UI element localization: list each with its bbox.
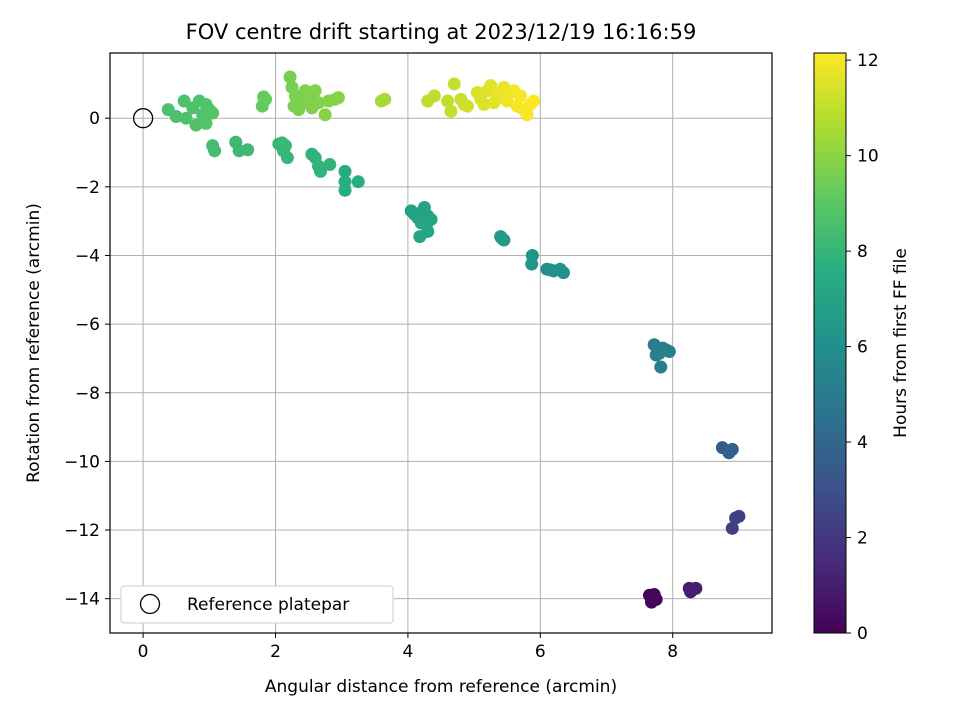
x-tick-label: 4	[402, 642, 413, 662]
data-point	[722, 446, 736, 460]
x-tick-label: 8	[667, 642, 678, 662]
data-point	[543, 263, 557, 277]
data-point	[520, 108, 534, 122]
data-point	[314, 164, 328, 178]
data-point	[275, 136, 289, 150]
y-tick-label: −2	[75, 178, 100, 198]
data-point	[725, 521, 739, 535]
y-tick-label: −8	[75, 384, 100, 404]
y-axis-label: Rotation from reference (arcmin)	[24, 203, 44, 483]
y-tick-label: −4	[75, 246, 100, 266]
data-point	[654, 360, 668, 374]
data-point	[280, 151, 294, 165]
colorbar-tick-label: 8	[857, 242, 868, 262]
reference-marker	[132, 108, 154, 129]
data-point	[732, 509, 746, 523]
data-point	[241, 143, 255, 157]
y-tick-label: −14	[64, 590, 100, 610]
y-tick-label: 0	[89, 109, 100, 129]
data-point	[527, 94, 541, 108]
data-point	[662, 345, 676, 359]
colorbar-gradient	[813, 52, 847, 634]
colorbar-ticks: 0 2 4 6 8 10 12	[846, 51, 879, 644]
data-point	[556, 266, 570, 280]
y-tick-label: −6	[75, 315, 100, 335]
data-point	[199, 116, 213, 130]
data-point	[338, 164, 352, 178]
data-points	[161, 70, 746, 609]
data-point	[460, 99, 474, 113]
data-point	[447, 77, 461, 91]
grid	[110, 53, 772, 633]
data-point	[292, 103, 306, 117]
data-point	[169, 109, 183, 123]
data-point	[259, 92, 273, 106]
colorbar-tick-label: 4	[857, 433, 868, 453]
legend-marker	[139, 593, 161, 615]
legend-label: Reference platepar	[187, 595, 349, 615]
data-point	[179, 111, 193, 125]
legend-box	[120, 585, 394, 624]
data-point	[331, 91, 345, 105]
data-point	[308, 84, 322, 98]
data-point	[351, 175, 365, 189]
data-point	[318, 108, 332, 122]
colorbar: 0 2 4 6 8 10 12 Hours from first FF file	[813, 51, 911, 644]
x-axis: 0 2 4 6 8	[138, 633, 678, 662]
colorbar-tick-label: 2	[857, 529, 868, 549]
data-point	[427, 89, 441, 103]
data-point	[378, 92, 392, 106]
data-point	[444, 104, 458, 118]
data-point	[477, 97, 491, 111]
data-point	[419, 218, 433, 232]
data-point	[686, 582, 700, 596]
y-tick-label: −12	[64, 521, 100, 541]
data-point	[495, 231, 509, 245]
colorbar-label: Hours from first FF file	[891, 248, 911, 438]
colorbar-tick-label: 10	[857, 147, 879, 167]
data-point	[323, 158, 337, 172]
plot-frame	[109, 52, 773, 634]
data-point	[283, 70, 297, 84]
data-point	[441, 94, 455, 108]
x-tick-label: 0	[138, 642, 149, 662]
colorbar-tick-label: 12	[857, 51, 879, 71]
colorbar-tick-label: 6	[857, 338, 868, 358]
data-point	[338, 183, 352, 197]
chart-title: FOV centre drift starting at 2023/12/19 …	[186, 20, 697, 44]
colorbar-tick-label: 0	[857, 624, 868, 644]
x-tick-label: 2	[270, 642, 281, 662]
data-point	[208, 144, 222, 158]
y-axis: 0 −2 −4 −6 −8 −10 −12 −14	[64, 109, 110, 610]
data-point	[312, 96, 326, 110]
x-tick-label: 6	[535, 642, 546, 662]
data-point	[189, 118, 203, 132]
y-tick-label: −10	[64, 452, 100, 472]
data-point	[652, 346, 666, 360]
data-point	[525, 257, 539, 271]
data-point	[413, 230, 427, 244]
data-point	[513, 89, 527, 103]
x-axis-label: Angular distance from reference (arcmin)	[265, 677, 617, 697]
data-point	[647, 588, 661, 602]
data-point	[206, 106, 220, 120]
legend: Reference platepar	[120, 585, 394, 624]
